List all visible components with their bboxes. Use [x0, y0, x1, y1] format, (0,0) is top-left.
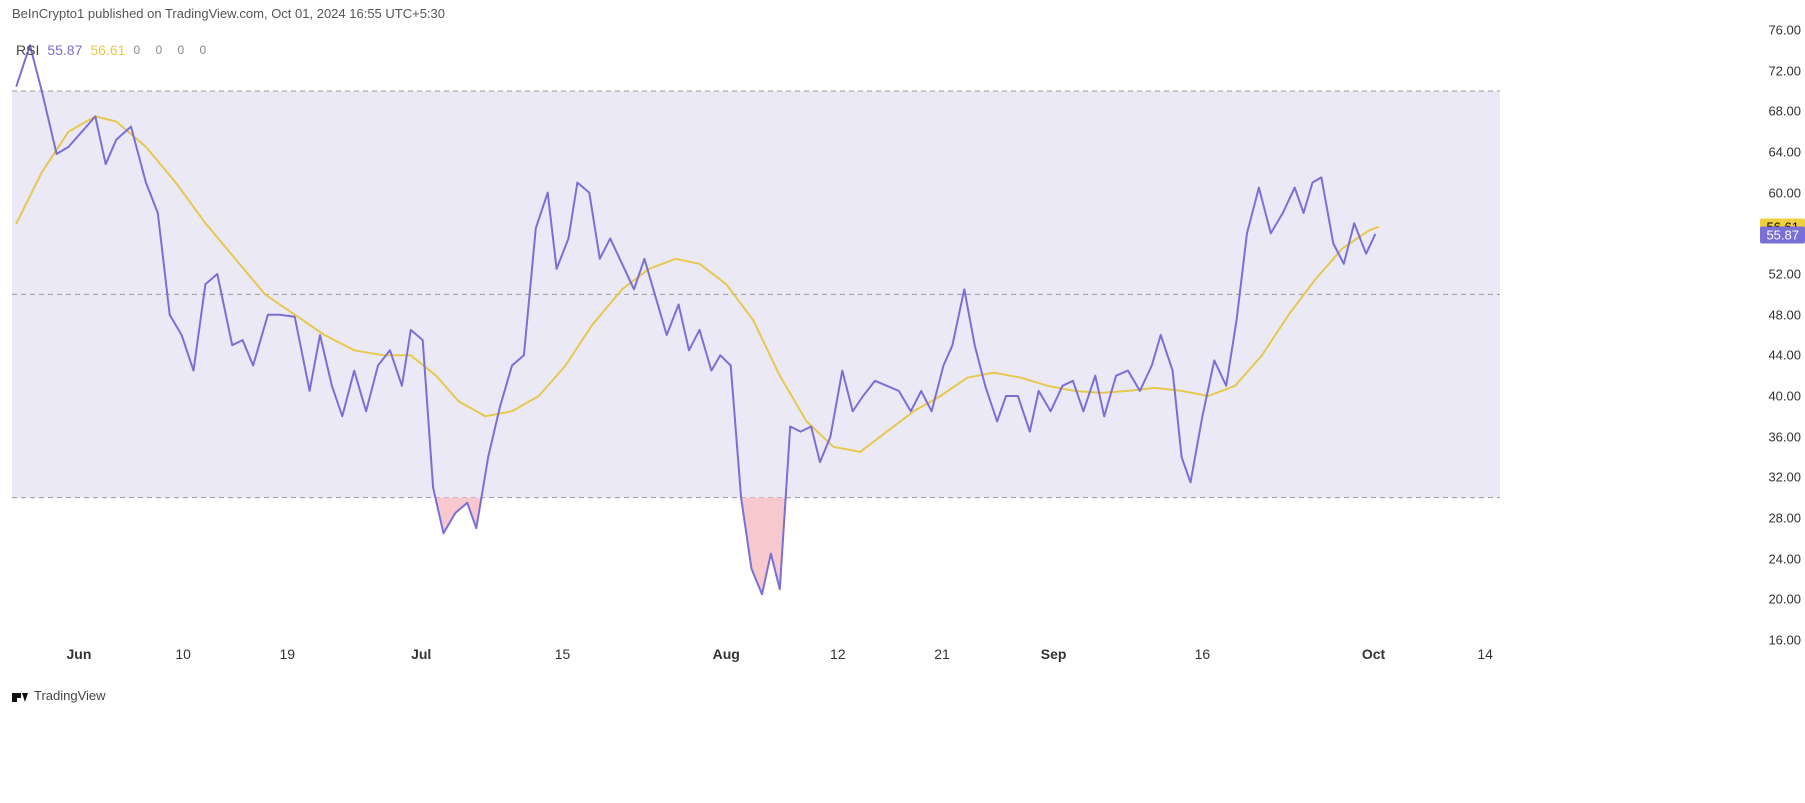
x-tick-label: 21 — [934, 646, 950, 662]
legend-extra-zeros: 0 0 0 0 — [133, 43, 212, 57]
tradingview-logo-icon — [12, 690, 28, 702]
footer-brand-text: TradingView — [34, 688, 106, 703]
x-tick-label: Aug — [713, 646, 740, 662]
indicator-legend: RSI 55.87 56.61 0 0 0 0 — [16, 42, 212, 58]
price-tag: 55.87 — [1760, 226, 1805, 243]
rsi-value-yellow: 56.61 — [90, 42, 125, 58]
y-tick-label: 76.00 — [1753, 23, 1801, 38]
y-tick-label: 68.00 — [1753, 104, 1801, 119]
y-tick-label: 64.00 — [1753, 145, 1801, 160]
y-tick-label: 16.00 — [1753, 633, 1801, 648]
y-tick-label: 24.00 — [1753, 551, 1801, 566]
x-tick-label: 16 — [1195, 646, 1211, 662]
rsi-value-purple: 55.87 — [47, 42, 82, 58]
plot-area[interactable] — [12, 30, 1500, 640]
y-tick-label: 32.00 — [1753, 470, 1801, 485]
y-tick-label: 44.00 — [1753, 348, 1801, 363]
y-tick-label: 20.00 — [1753, 592, 1801, 607]
y-tick-label: 40.00 — [1753, 389, 1801, 404]
publish-info: BeInCrypto1 published on TradingView.com… — [12, 6, 445, 21]
y-tick-label: 36.00 — [1753, 429, 1801, 444]
x-tick-label: 14 — [1477, 646, 1493, 662]
y-tick-label: 52.00 — [1753, 267, 1801, 282]
footer-branding: TradingView — [12, 688, 106, 703]
chart-container: BeInCrypto1 published on TradingView.com… — [0, 0, 1805, 803]
x-tick-label: 12 — [830, 646, 846, 662]
x-tick-label: 19 — [279, 646, 295, 662]
y-tick-label: 28.00 — [1753, 511, 1801, 526]
x-tick-label: 15 — [555, 646, 571, 662]
chart-svg — [12, 30, 1500, 640]
indicator-name: RSI — [16, 42, 39, 58]
x-tick-label: Oct — [1362, 646, 1385, 662]
x-tick-label: Jun — [67, 646, 92, 662]
y-tick-label: 60.00 — [1753, 185, 1801, 200]
y-tick-label: 48.00 — [1753, 307, 1801, 322]
x-tick-label: Jul — [411, 646, 431, 662]
x-tick-label: Sep — [1041, 646, 1067, 662]
y-tick-label: 72.00 — [1753, 63, 1801, 78]
x-tick-label: 10 — [175, 646, 191, 662]
x-axis: Jun 10 19 Jul 15 Aug 12 21 Sep 16 Oct 14 — [12, 646, 1500, 670]
